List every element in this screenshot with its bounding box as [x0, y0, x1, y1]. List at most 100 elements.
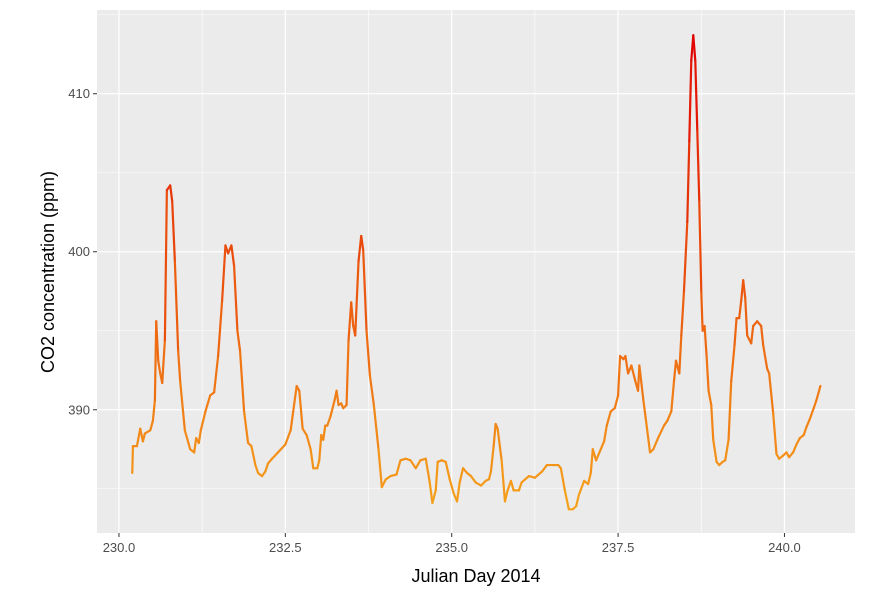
line-segment [795, 437, 801, 446]
gridlines [97, 10, 855, 533]
line-segment [179, 380, 186, 432]
line-segment [431, 489, 437, 505]
line-segment [213, 354, 220, 394]
line-segment [305, 433, 312, 451]
line-segment [298, 389, 304, 430]
line-segment [329, 399, 336, 418]
line-segment [326, 414, 332, 427]
line-segment [230, 244, 236, 268]
line-segment [309, 448, 315, 470]
line-segment [149, 419, 155, 432]
line-segment [652, 437, 660, 451]
line-segment [517, 481, 523, 492]
line-segment [141, 432, 147, 443]
line-segment [380, 478, 387, 489]
line-segment [204, 394, 212, 413]
line-segment [638, 364, 645, 402]
line-segment [541, 463, 548, 473]
x-tick-label: 240.0 [768, 540, 801, 555]
line-segment [802, 426, 808, 437]
line-segment [264, 462, 270, 473]
line-segment [595, 449, 602, 462]
line-segment [377, 448, 383, 489]
line-segment [750, 324, 755, 345]
line-segment [724, 438, 730, 462]
line-segment [563, 489, 570, 511]
line-segment [345, 339, 350, 407]
line-segment [365, 329, 371, 377]
x-tick-label: 237.5 [602, 540, 635, 555]
line-segment [217, 299, 224, 358]
line-segment [559, 467, 566, 492]
line-segment [221, 244, 227, 302]
y-axis-ticks: 390 400 410 [68, 86, 97, 417]
line-segment [492, 422, 497, 448]
line-segment [155, 320, 160, 362]
line-segment [575, 493, 580, 508]
line-segment [254, 463, 260, 475]
x-tick-label: 235.0 [435, 540, 468, 555]
line-segment [354, 260, 360, 337]
line-segment [151, 399, 156, 422]
line-segment [232, 264, 239, 332]
line-segment [335, 389, 340, 407]
line-segment [496, 427, 503, 462]
line-segment [680, 290, 686, 337]
line-segment [509, 479, 515, 492]
line-segment [414, 459, 422, 470]
line-segment [177, 350, 182, 383]
line-segment [424, 457, 431, 484]
line-segment [199, 410, 207, 432]
line-segment [362, 249, 368, 332]
line-segment [710, 403, 715, 441]
line-segment [434, 460, 439, 492]
line-segment [169, 184, 174, 203]
y-tick-label: 400 [68, 244, 90, 259]
line-segment [705, 354, 710, 392]
line-segment [812, 399, 818, 410]
line-segment [599, 440, 606, 452]
line-segment [322, 424, 327, 441]
line-segment [678, 334, 683, 375]
line-segment [250, 444, 257, 467]
line-segment [694, 59, 699, 132]
line-segment [613, 394, 620, 410]
line-segment [350, 301, 355, 328]
line-segment [409, 459, 417, 470]
line-segment [666, 410, 673, 422]
line-segment [533, 470, 544, 479]
line-segment [242, 410, 250, 445]
line-segment [642, 399, 648, 422]
line-segment [672, 359, 678, 383]
line-segment [455, 481, 461, 503]
line-segment [301, 427, 308, 437]
y-tick-label: 410 [68, 86, 90, 101]
line-segment [670, 380, 676, 413]
line-segment [630, 364, 637, 383]
line-segment [624, 354, 630, 375]
line-segment [762, 343, 769, 370]
line-segment [360, 234, 365, 252]
line-segment [284, 429, 292, 446]
line-segment [700, 290, 704, 332]
line-segment [744, 296, 749, 337]
line-segment [644, 419, 652, 454]
line-segment [587, 471, 592, 486]
line-segment [270, 451, 280, 460]
line-segment [742, 279, 747, 299]
line-segment [276, 443, 287, 454]
line-segment [591, 448, 598, 462]
line-segment [503, 489, 509, 503]
line-segment [444, 460, 451, 481]
line-segment [236, 329, 242, 353]
line-segment [730, 343, 736, 383]
line-segment [316, 459, 321, 470]
line-segment [173, 260, 180, 353]
line-segment [197, 429, 202, 445]
line-segment [656, 424, 666, 440]
co2-series-line [131, 34, 822, 511]
line-segment [395, 459, 402, 476]
x-axis-title: Julian Day 2014 [411, 566, 540, 586]
line-segment [805, 418, 811, 429]
